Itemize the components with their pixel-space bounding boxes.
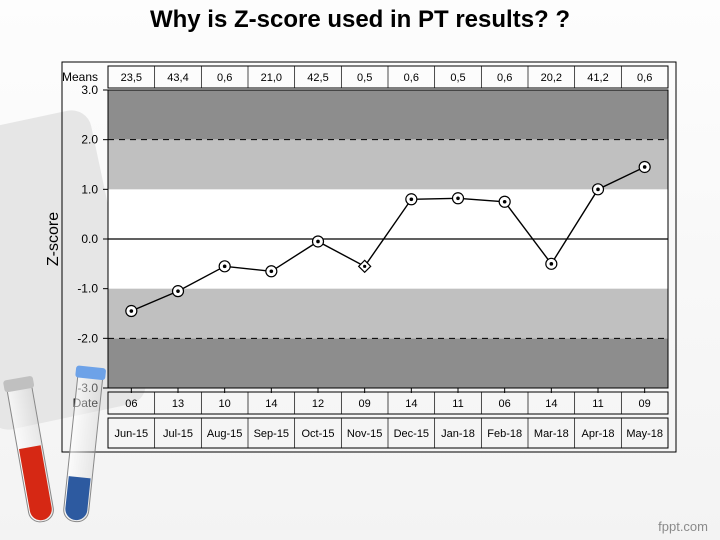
- footer-credit: fppt.com: [658, 519, 708, 534]
- svg-text:14: 14: [405, 398, 417, 410]
- svg-text:0,5: 0,5: [357, 72, 372, 84]
- zscore-chart: -3.0-2.0-1.00.01.02.03.0Z-scoreMeans23,5…: [40, 60, 680, 480]
- svg-text:14: 14: [265, 398, 277, 410]
- svg-text:Feb-18: Feb-18: [487, 428, 522, 440]
- svg-text:Z-score: Z-score: [45, 212, 62, 266]
- svg-text:0,6: 0,6: [404, 72, 419, 84]
- svg-text:Nov-15: Nov-15: [347, 428, 382, 440]
- svg-text:2.0: 2.0: [81, 133, 98, 147]
- svg-text:41,2: 41,2: [587, 72, 608, 84]
- svg-text:42,5: 42,5: [307, 72, 328, 84]
- svg-text:06: 06: [125, 398, 137, 410]
- svg-text:Aug-15: Aug-15: [207, 428, 242, 440]
- svg-text:Jan-18: Jan-18: [441, 428, 475, 440]
- svg-text:Dec-15: Dec-15: [394, 428, 429, 440]
- svg-text:1.0: 1.0: [81, 182, 98, 196]
- test-tube-red: [6, 385, 55, 524]
- svg-text:3.0: 3.0: [81, 83, 98, 97]
- svg-text:0,6: 0,6: [497, 72, 512, 84]
- svg-text:0,6: 0,6: [217, 72, 232, 84]
- svg-text:-1.0: -1.0: [77, 282, 98, 296]
- svg-text:09: 09: [639, 398, 651, 410]
- svg-text:14: 14: [545, 398, 557, 410]
- svg-text:23,5: 23,5: [121, 72, 142, 84]
- svg-text:43,4: 43,4: [167, 72, 188, 84]
- svg-text:Apr-18: Apr-18: [581, 428, 614, 440]
- svg-text:Mar-18: Mar-18: [534, 428, 569, 440]
- svg-text:11: 11: [452, 398, 463, 410]
- svg-text:13: 13: [172, 398, 184, 410]
- svg-text:06: 06: [499, 398, 511, 410]
- svg-text:10: 10: [219, 398, 231, 410]
- test-tubes-decor: [10, 362, 120, 522]
- svg-text:12: 12: [312, 398, 324, 410]
- svg-text:0.0: 0.0: [81, 232, 98, 246]
- svg-text:11: 11: [592, 398, 603, 410]
- svg-text:0,6: 0,6: [637, 72, 652, 84]
- svg-text:Oct-15: Oct-15: [301, 428, 334, 440]
- test-tube-blue: [62, 374, 103, 523]
- svg-text:Jul-15: Jul-15: [163, 428, 193, 440]
- svg-text:Means: Means: [62, 70, 98, 84]
- svg-text:-2.0: -2.0: [77, 331, 98, 345]
- svg-text:20,2: 20,2: [541, 72, 562, 84]
- svg-text:May-18: May-18: [626, 428, 663, 440]
- svg-text:Sep-15: Sep-15: [254, 428, 289, 440]
- svg-text:09: 09: [359, 398, 371, 410]
- page-title: Why is Z-score used in PT results? ?: [0, 6, 720, 34]
- svg-text:21,0: 21,0: [261, 72, 282, 84]
- svg-text:0,5: 0,5: [450, 72, 465, 84]
